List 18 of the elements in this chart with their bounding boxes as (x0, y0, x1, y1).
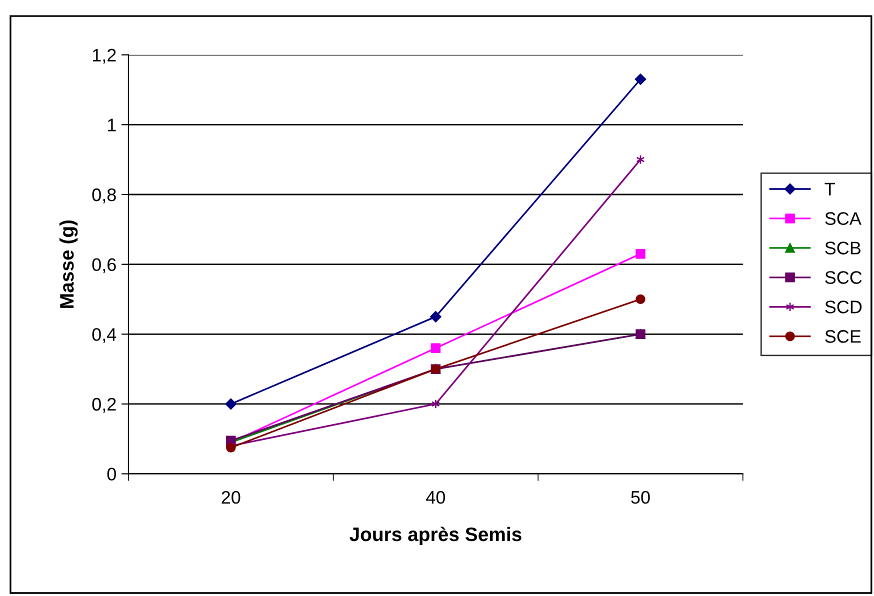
x-tick-label: 40 (426, 490, 446, 504)
y-tick-label: 0,2 (92, 398, 116, 413)
legend-label: T (824, 182, 835, 196)
legend-label: SCE (825, 330, 861, 343)
legend-label: SCB (825, 242, 861, 254)
y-tick-label: 0,6 (92, 258, 116, 274)
y-axis-title: Masse (g) (59, 220, 78, 308)
legend-label: SCA (825, 212, 862, 225)
y-tick-label: 1 (108, 118, 116, 132)
legend-label: SCD (825, 300, 862, 314)
x-axis-title: Jours après Semis (350, 526, 522, 546)
y-tick-label: 1,2 (92, 48, 116, 64)
y-tick-label: 0 (107, 468, 116, 481)
legend-label: SCC (825, 271, 862, 284)
x-tick-label: 50 (631, 490, 650, 504)
x-tick-label: 20 (222, 490, 240, 504)
y-tick-label: 0,4 (92, 328, 116, 344)
y-tick-label: 0,8 (92, 188, 116, 204)
